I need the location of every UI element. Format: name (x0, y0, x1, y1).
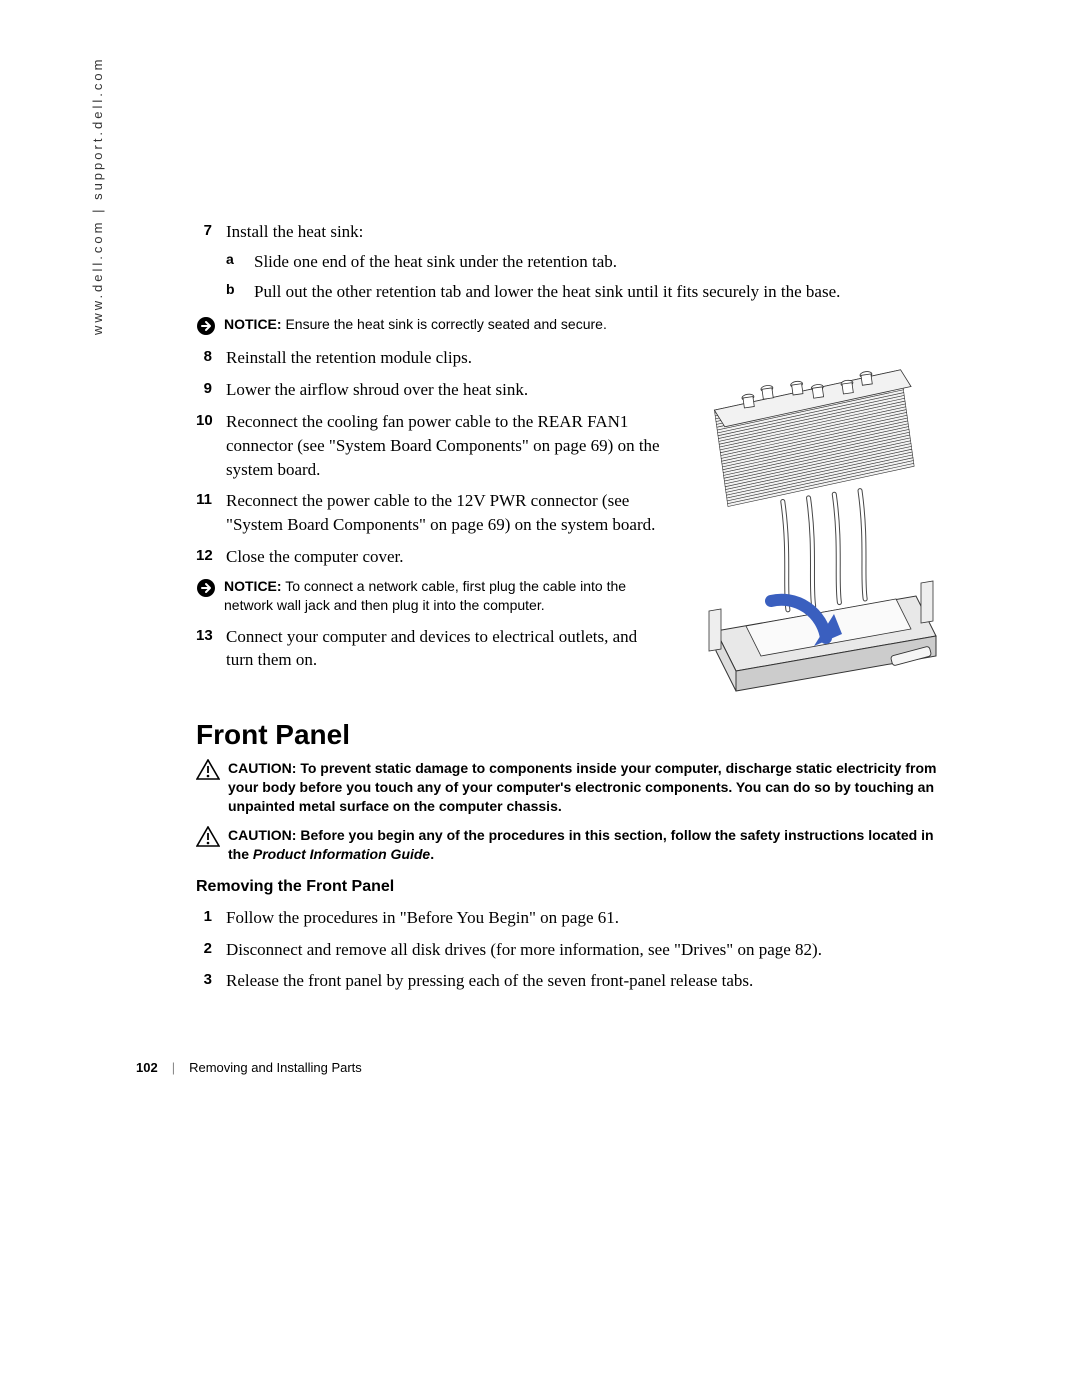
page-footer: 102 | Removing and Installing Parts (136, 1060, 362, 1075)
step-number: 1 (196, 906, 226, 930)
page-content: 7 Install the heat sink: a Slide one end… (196, 220, 956, 1001)
footer-separator: | (172, 1060, 175, 1075)
step-7a: a Slide one end of the heat sink under t… (226, 250, 956, 274)
step-7-text: Install the heat sink: (226, 222, 363, 241)
step-number: 10 (196, 410, 226, 481)
step-text: Lower the airflow shroud over the heat s… (226, 378, 668, 402)
step-number: 7 (196, 220, 226, 307)
step-text: Connect your computer and devices to ele… (226, 625, 668, 673)
fp-step-1: 1 Follow the procedures in "Before You B… (196, 906, 956, 930)
step-number: 3 (196, 969, 226, 993)
step-9: 9 Lower the airflow shroud over the heat… (196, 378, 668, 402)
right-column (686, 346, 956, 701)
step-7: 7 Install the heat sink: a Slide one end… (196, 220, 956, 307)
caution-text: CAUTION: Before you begin any of the pro… (228, 826, 956, 864)
step-text: Reconnect the cooling fan power cable to… (226, 410, 668, 481)
caution-2: CAUTION: Before you begin any of the pro… (196, 826, 956, 864)
step-text: Release the front panel by pressing each… (226, 969, 956, 993)
notice-2: NOTICE: To connect a network cable, firs… (196, 577, 668, 615)
notice-body: To connect a network cable, first plug t… (224, 578, 626, 613)
notice-lead: NOTICE: (224, 316, 282, 332)
caution-lead: CAUTION: (228, 760, 296, 776)
step-number: 8 (196, 346, 226, 370)
step-7b: b Pull out the other retention tab and l… (226, 280, 956, 304)
heading-front-panel: Front Panel (196, 719, 956, 751)
sub-text: Slide one end of the heat sink under the… (254, 250, 956, 274)
notice-body: Ensure the heat sink is correctly seated… (282, 316, 607, 332)
step-text: Disconnect and remove all disk drives (f… (226, 938, 956, 962)
sub-letter: b (226, 280, 254, 304)
step-number: 11 (196, 489, 226, 537)
caution-body-ital: Product Information Guide (253, 846, 430, 862)
step-text: Install the heat sink: a Slide one end o… (226, 220, 956, 307)
sub-text: Pull out the other retention tab and low… (254, 280, 956, 304)
notice-text: NOTICE: Ensure the heat sink is correctl… (224, 315, 956, 334)
caution-lead: CAUTION: (228, 827, 296, 843)
fp-step-3: 3 Release the front panel by pressing ea… (196, 969, 956, 993)
caution-1: CAUTION: To prevent static damage to com… (196, 759, 956, 816)
step-8: 8 Reinstall the retention module clips. (196, 346, 668, 370)
section-name: Removing and Installing Parts (189, 1060, 362, 1075)
step-11: 11 Reconnect the power cable to the 12V … (196, 489, 668, 537)
heading-removing-front-panel: Removing the Front Panel (196, 878, 956, 896)
step-text: Close the computer cover. (226, 545, 668, 569)
fp-step-2: 2 Disconnect and remove all disk drives … (196, 938, 956, 962)
page-number: 102 (136, 1060, 158, 1075)
step-number: 2 (196, 938, 226, 962)
notice-text: NOTICE: To connect a network cable, firs… (224, 577, 668, 615)
left-column: 8 Reinstall the retention module clips. … (196, 346, 668, 701)
notice-1: NOTICE: Ensure the heat sink is correctl… (196, 315, 956, 336)
notice-icon (196, 578, 216, 598)
heatsink-illustration (686, 346, 956, 696)
step-13: 13 Connect your computer and devices to … (196, 625, 668, 673)
step-10: 10 Reconnect the cooling fan power cable… (196, 410, 668, 481)
two-column-region: 8 Reinstall the retention module clips. … (196, 346, 956, 701)
sub-letter: a (226, 250, 254, 274)
notice-icon (196, 316, 216, 336)
step-number: 9 (196, 378, 226, 402)
caution-body-b: . (430, 846, 434, 862)
side-url: www.dell.com | support.dell.com (90, 57, 105, 335)
step-text: Reconnect the power cable to the 12V PWR… (226, 489, 668, 537)
step-number: 12 (196, 545, 226, 569)
notice-lead: NOTICE: (224, 578, 282, 594)
caution-icon (196, 826, 220, 848)
step-text: Follow the procedures in "Before You Beg… (226, 906, 956, 930)
caution-icon (196, 759, 220, 781)
step-12: 12 Close the computer cover. (196, 545, 668, 569)
step-number: 13 (196, 625, 226, 673)
step-text: Reinstall the retention module clips. (226, 346, 668, 370)
caution-text: CAUTION: To prevent static damage to com… (228, 759, 956, 816)
caution-body: To prevent static damage to components i… (228, 760, 936, 814)
